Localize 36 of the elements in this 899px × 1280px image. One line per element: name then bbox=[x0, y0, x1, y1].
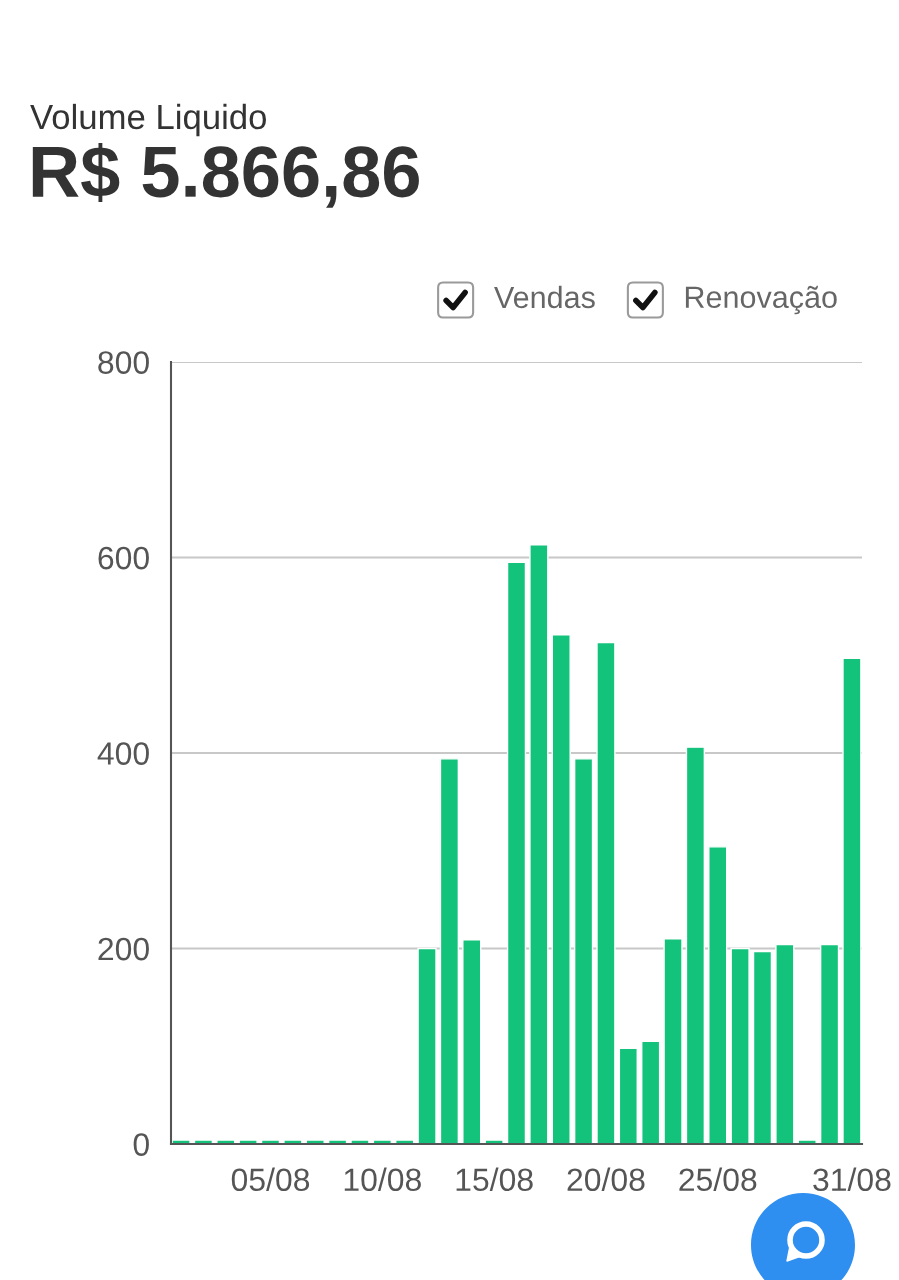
bar bbox=[439, 758, 460, 1144]
bar bbox=[752, 950, 773, 1144]
y-tick-label: 600 bbox=[98, 546, 149, 570]
x-tick-label: 10/08 bbox=[344, 1167, 421, 1192]
chart-subtitle: R$ 5.866,86 bbox=[32, 143, 419, 208]
x-tick-label: 20/08 bbox=[567, 1167, 645, 1192]
x-tick-label: 15/08 bbox=[456, 1167, 533, 1192]
bar bbox=[685, 746, 706, 1144]
bar bbox=[596, 641, 616, 1144]
x-tick-label: 05/08 bbox=[231, 1167, 310, 1192]
bar bbox=[506, 561, 527, 1144]
text: Vendas bbox=[494, 285, 595, 309]
bar bbox=[708, 846, 728, 1144]
bar bbox=[663, 938, 683, 1144]
x-tick-label: 31/08 bbox=[813, 1167, 891, 1192]
bar bbox=[417, 947, 437, 1144]
bar bbox=[529, 544, 549, 1144]
chart-title: Volume Liquido bbox=[30, 103, 266, 137]
bar bbox=[573, 758, 594, 1144]
bar bbox=[462, 939, 482, 1144]
bar bbox=[730, 947, 750, 1144]
y-tick-label: 400 bbox=[97, 742, 149, 765]
bar bbox=[618, 1047, 638, 1144]
bar bbox=[842, 657, 862, 1144]
bar bbox=[551, 634, 571, 1144]
bar bbox=[641, 1040, 661, 1144]
text: Renovação bbox=[685, 285, 837, 315]
y-tick-label: 200 bbox=[98, 937, 149, 961]
y-tick-label: 800 bbox=[98, 351, 149, 374]
y-tick-label: 0 bbox=[133, 1133, 149, 1156]
bar bbox=[283, 1139, 303, 1144]
bar bbox=[350, 1139, 370, 1144]
x-tick-label: 25/08 bbox=[679, 1167, 757, 1192]
bar bbox=[819, 943, 840, 1144]
bar bbox=[484, 1139, 504, 1144]
bar bbox=[775, 943, 795, 1144]
